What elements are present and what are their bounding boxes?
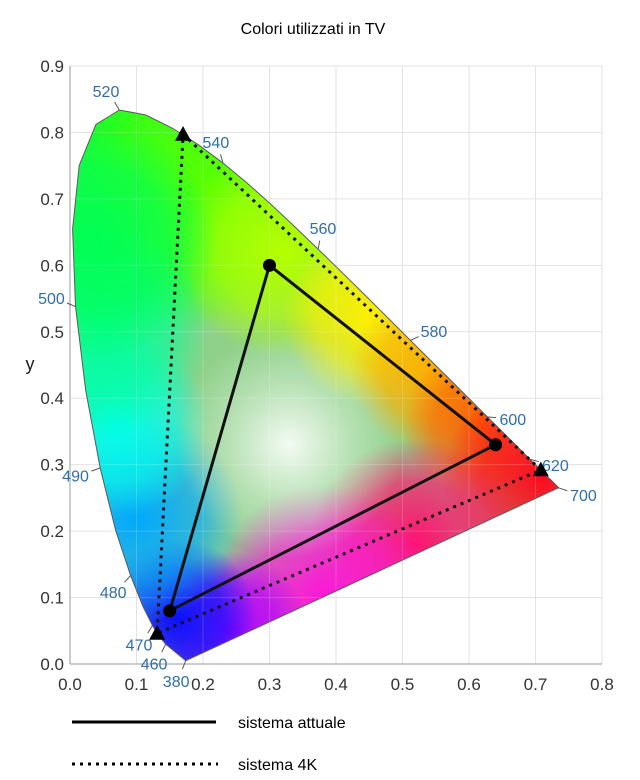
gamut-vertex-4k bbox=[532, 461, 549, 477]
gamut-triangle-current bbox=[168, 263, 498, 613]
spectral-locus-outline bbox=[72, 109, 560, 662]
y-tick-label: 0.3 bbox=[40, 456, 64, 475]
x-tick-label: 0.1 bbox=[125, 675, 149, 694]
x-tick-label: 0.3 bbox=[258, 675, 282, 694]
wavelength-tick bbox=[91, 467, 101, 472]
wavelength-tick bbox=[558, 487, 568, 492]
x-tick-label: 0.2 bbox=[191, 675, 215, 694]
wavelength-tick bbox=[486, 416, 496, 419]
wavelength-label: 460 bbox=[141, 657, 168, 674]
x-tick-label: 0.5 bbox=[391, 675, 415, 694]
gamut-series bbox=[149, 126, 549, 640]
wavelength-label: 540 bbox=[203, 135, 230, 152]
wavelength-label: 560 bbox=[310, 221, 337, 238]
legend-label-dotted: sistema 4K bbox=[238, 757, 317, 774]
legend: sistema attuale sistema 4K bbox=[72, 715, 346, 774]
y-tick-label: 0.0 bbox=[40, 655, 64, 674]
x-tick-label: 0.7 bbox=[524, 675, 548, 694]
gamut-vertex-current bbox=[163, 604, 177, 618]
chromaticity-color-fill bbox=[72, 110, 559, 661]
x-tick-label: 0.8 bbox=[590, 675, 614, 694]
wavelength-label: 470 bbox=[126, 637, 153, 654]
y-tick-label: 0.7 bbox=[40, 190, 64, 209]
y-tick-label: 0.4 bbox=[40, 389, 64, 408]
wavelength-label: 380 bbox=[163, 674, 190, 691]
wavelength-tick bbox=[66, 302, 76, 307]
gamut-vertex-4k bbox=[175, 126, 192, 141]
wavelength-tick bbox=[114, 101, 120, 111]
gamut-vertex-current bbox=[263, 258, 276, 272]
y-axis-label: y bbox=[26, 354, 35, 374]
y-tick-label: 0.6 bbox=[40, 256, 64, 275]
wavelength-label: 580 bbox=[421, 324, 448, 341]
wavelength-label: 520 bbox=[93, 84, 120, 101]
x-tick-label: 0.6 bbox=[457, 675, 481, 694]
wavelength-tick bbox=[181, 660, 187, 670]
wavelength-tick bbox=[147, 625, 153, 634]
wavelength-label: 620 bbox=[542, 458, 569, 475]
wavelength-tick bbox=[317, 240, 321, 250]
y-tick-label: 0.8 bbox=[40, 123, 64, 142]
wavelength-label: 600 bbox=[499, 412, 526, 429]
wavelength-tick bbox=[410, 336, 419, 341]
wavelength-label: 480 bbox=[100, 585, 127, 602]
gamut-vertex-4k bbox=[149, 625, 166, 640]
chart-title: Colori utilizzati in TV bbox=[241, 21, 386, 38]
wavelength-label: 700 bbox=[570, 488, 597, 505]
y-tick-label: 0.5 bbox=[40, 323, 64, 342]
y-tick-label: 0.1 bbox=[40, 589, 64, 608]
legend-label-solid: sistema attuale bbox=[238, 715, 346, 732]
wavelength-tick bbox=[124, 575, 131, 583]
y-tick-label: 0.2 bbox=[40, 522, 64, 541]
y-tick-label: 0.9 bbox=[40, 57, 64, 76]
x-tick-label: 0.4 bbox=[324, 675, 348, 694]
wavelength-label: 490 bbox=[62, 469, 89, 486]
wavelength-label: 500 bbox=[38, 291, 65, 308]
wavelength-tick bbox=[220, 154, 224, 164]
wavelength-tick bbox=[530, 458, 540, 463]
gamut-vertex-current bbox=[489, 438, 503, 452]
x-tick-label: 0.0 bbox=[58, 675, 82, 694]
wavelength-tick bbox=[161, 643, 167, 653]
axes: 0.0 0.1 0.2 0.3 0.4 0.5 0.6 0.7 0.8 0.0 0.1 0.2 0.3 0… bbox=[40, 57, 613, 694]
